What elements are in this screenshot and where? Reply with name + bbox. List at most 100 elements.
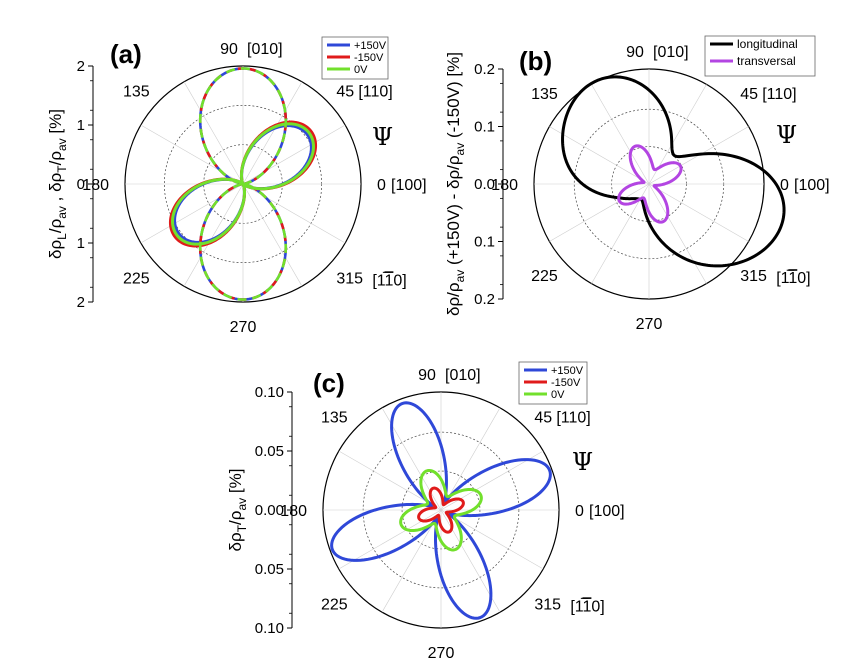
direction-label-bar: 1 [582,598,591,615]
legend-label-1: -150V [551,377,581,389]
grid-spoke [591,84,650,185]
panel-label: (c) [313,368,345,398]
radial-tick-label: 0.00 [255,502,284,519]
grid-spoke [242,183,303,287]
y-axis-title-part: (-150V) [%] [444,52,463,143]
angle-label-270: 270 [636,316,663,333]
direction-label-315: [110] [570,598,604,615]
direction-label-part: 0] [591,598,604,615]
y-axis-title-part: [%] [46,109,65,138]
grid-spoke [648,183,707,284]
angle-label-0: 0 [780,177,789,194]
y-axis-title-part: T [235,524,249,532]
grid-spoke [440,509,544,570]
angle-label-225: 225 [123,270,150,287]
y-axis-title-part: δρ [226,532,245,551]
y-axis-title-part: δρ/ρ [444,282,463,316]
radial-tick-label: 1 [77,117,85,134]
direction-label-90: [010] [247,41,283,58]
psi-axis-label: Ψ [372,123,393,151]
y-axis-title-part: L [55,233,69,240]
legend-label-0: +150V [551,365,584,377]
y-axis-title-part: av [453,143,467,156]
radial-tick-label: 0 [77,176,85,193]
y-axis-title: δρ/ρav (+150V) - δρ/ρav (-150V) [%] [444,52,467,316]
angle-label-90: 90 [418,367,436,384]
angle-label-270: 270 [428,645,455,662]
direction-label-part: [1 [372,272,385,289]
series-0V-longitudinal [171,122,315,246]
legend-label-0: longitudinal [737,37,798,51]
grid-spoke [381,509,442,613]
grid-spoke [549,183,650,242]
direction-label-part: 0] [797,270,810,287]
angle-label-180: 180 [82,177,109,194]
grid-spoke [242,81,303,185]
angle-label-315: 315 [336,270,363,287]
y-axis-title-part: /ρ [226,511,245,525]
direction-label-315: [110] [372,272,406,289]
y-axis-title: δρL/ρav , δρT/ρav [%] [46,109,69,259]
angle-label-135: 135 [123,84,150,101]
direction-label-45: [110] [556,410,590,427]
y-axis-title-part: av [55,138,69,151]
radial-tick-label: 0.10 [255,620,284,637]
y-axis-title-part: , [46,192,65,206]
grid-spoke [242,124,346,185]
angle-label-90: 90 [220,41,238,58]
y-axis-title: δρT/ρav [%] [226,469,249,552]
direction-label-45: [110] [358,84,392,101]
y-axis-title-part: /ρ [46,219,65,233]
psi-axis-label: Ψ [776,121,797,149]
grid-spoke [338,450,442,511]
panel-a: 2101204590135180225270315[100][110][010]… [46,36,427,336]
angle-label-45: 45 [336,84,354,101]
angle-label-180: 180 [280,503,307,520]
legend-label-0: +150V [354,40,387,52]
radial-tick-label: 2 [77,58,85,75]
grid-spoke [242,183,346,244]
angle-label-225: 225 [321,596,348,613]
series-longitudinal [561,75,786,268]
psi-axis-label: Ψ [572,448,593,476]
angle-label-180: 180 [491,177,518,194]
panel-label: (a) [110,39,142,69]
y-axis-title-part: δρ [46,240,65,259]
y-axis-title-part: av [235,498,249,511]
y-axis-title-part: /ρ [46,151,65,165]
radial-tick-label: 0.2 [474,291,495,308]
angle-label-45: 45 [740,86,758,103]
legend-label-1: transversal [737,54,796,68]
legend-label-1: -150V [354,52,384,64]
grid-spoke [648,183,749,242]
angle-label-225: 225 [531,268,558,285]
grid-spoke [183,183,244,287]
grid-spoke [183,81,244,185]
series-+150V [330,401,552,620]
grid-spoke [549,126,650,185]
y-axis-title-part: δρ [46,173,65,192]
angle-label-135: 135 [321,410,348,427]
radial-tick-label: 0.05 [255,561,284,578]
legend-label-2: 0V [354,64,368,76]
direction-label-0: [100] [794,177,830,194]
angle-label-0: 0 [575,503,584,520]
direction-label-45: [110] [762,86,796,103]
grid-spoke [140,124,244,185]
radial-tick-label: 0.1 [474,119,495,136]
radial-tick-label: 2 [77,294,85,311]
radial-tick-label: 0.1 [474,234,495,251]
direction-label-part: [1 [776,270,789,287]
grid-spoke [440,407,501,511]
panel-b: 0.2 0.1 0.0 0.1 0.2 0 45 90 135 180 225 270 315 [100]… [444,35,830,333]
radial-tick-label: 1 [77,235,85,252]
series-0V [399,468,483,552]
series-transversal [617,144,683,224]
direction-label-90: [010] [445,367,481,384]
angle-label-270: 270 [230,319,257,336]
direction-label-bar: 1 [384,272,393,289]
angle-label-315: 315 [740,268,767,285]
direction-label-315: [110] [776,270,810,287]
direction-label-part: [1 [570,598,583,615]
